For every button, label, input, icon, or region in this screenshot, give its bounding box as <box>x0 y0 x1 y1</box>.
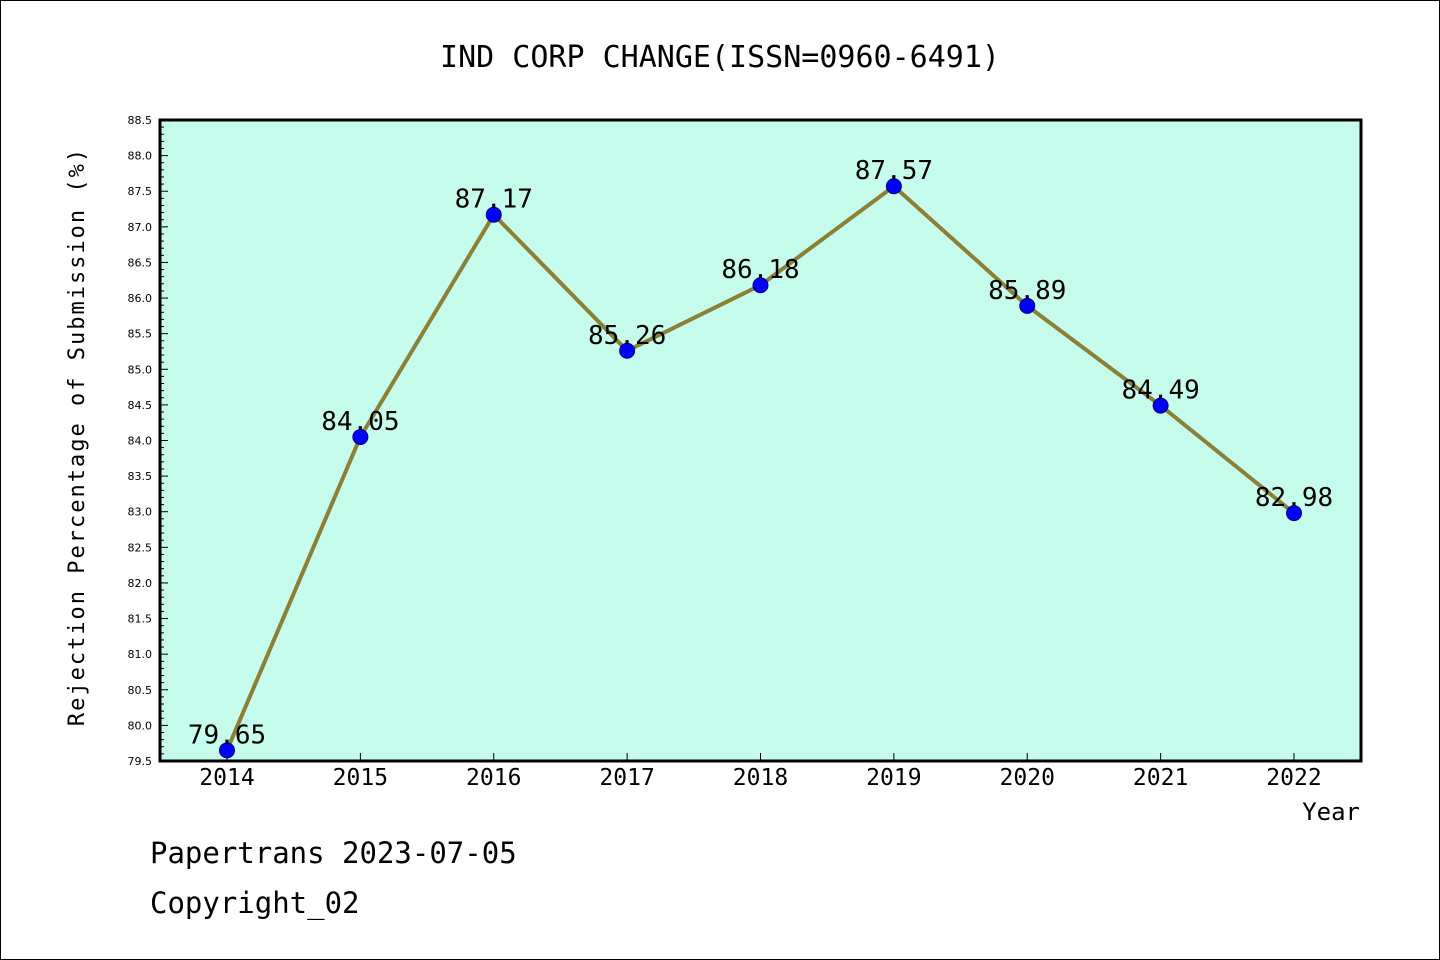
data-point <box>352 428 369 445</box>
x-tick-label: 2018 <box>733 765 788 791</box>
data-point <box>619 342 636 359</box>
data-point <box>1019 297 1036 314</box>
y-tick-label: 83.0 <box>128 506 153 519</box>
y-tick-label: 88.5 <box>128 114 153 127</box>
data-point <box>885 178 902 195</box>
y-tick-label: 79.5 <box>128 755 153 768</box>
y-tick-label: 80.5 <box>128 684 153 697</box>
x-axis-ticks: 2014 2015 2016 2017 2018 2019 2020 2021 2022 <box>199 753 1322 791</box>
x-tick-label: 2019 <box>866 765 921 791</box>
x-tick-label: 2022 <box>1266 765 1321 791</box>
data-label: 87.57 <box>855 156 933 186</box>
data-label: 85.26 <box>588 321 666 351</box>
data-point <box>219 742 235 759</box>
y-tick-label: 85.0 <box>128 363 153 376</box>
y-tick-label: 80.0 <box>128 719 153 732</box>
y-tick-label: 81.5 <box>128 613 153 626</box>
x-axis-label: Year <box>1302 798 1360 826</box>
y-tick-label: 88.0 <box>128 150 153 163</box>
x-tick-label: 2014 <box>199 765 254 791</box>
data-label: 85.89 <box>988 276 1066 306</box>
chart-title: IND CORP CHANGE(ISSN=0960-6491) <box>440 40 1000 75</box>
x-tick-label: 2016 <box>466 765 521 791</box>
y-axis-ticks: 79.5 80.0 80.5 81.0 81.5 82.0 82.5 83.0 83.5 84.0… <box>128 114 168 768</box>
data-label: 82.98 <box>1255 483 1333 513</box>
data-labels: 79.65 84.05 87.17 85.26 86.18 87.57 85.89 84.49… <box>188 156 1333 750</box>
footer-copyright-text: Copyright_02 <box>150 886 360 920</box>
plot-area <box>160 120 1361 761</box>
y-tick-label: 87.5 <box>128 185 153 198</box>
y-tick-label: 82.0 <box>128 577 153 590</box>
y-tick-label: 83.5 <box>128 470 153 483</box>
data-label: 86.18 <box>721 255 799 285</box>
y-tick-label: 85.5 <box>128 328 153 341</box>
y-tick-label: 82.5 <box>128 541 153 554</box>
y-tick-label: 84.5 <box>128 399 153 412</box>
data-label: 84.05 <box>321 407 399 437</box>
data-point <box>1286 505 1302 522</box>
data-label: 84.49 <box>1121 376 1199 406</box>
data-point <box>752 277 769 294</box>
x-tick-label: 2020 <box>1000 765 1055 791</box>
y-tick-label: 86.0 <box>128 292 153 305</box>
y-tick-label: 81.0 <box>128 648 153 661</box>
data-markers <box>219 178 1302 759</box>
data-point <box>485 206 502 223</box>
x-tick-label: 2015 <box>333 765 388 791</box>
x-tick-label: 2021 <box>1133 765 1188 791</box>
data-point <box>1152 397 1169 414</box>
y-tick-label: 86.5 <box>128 256 153 269</box>
x-tick-label: 2017 <box>599 765 654 791</box>
data-label: 79.65 <box>188 720 266 750</box>
y-tick-label: 87.0 <box>128 221 153 234</box>
data-label: 87.17 <box>455 185 533 215</box>
footer-date-text: Papertrans 2023-07-05 <box>150 836 517 870</box>
y-axis-label: Rejection Percentage of Submission (%) <box>65 147 90 726</box>
plot-border <box>158 118 1363 763</box>
y-tick-label: 84.0 <box>128 435 153 448</box>
